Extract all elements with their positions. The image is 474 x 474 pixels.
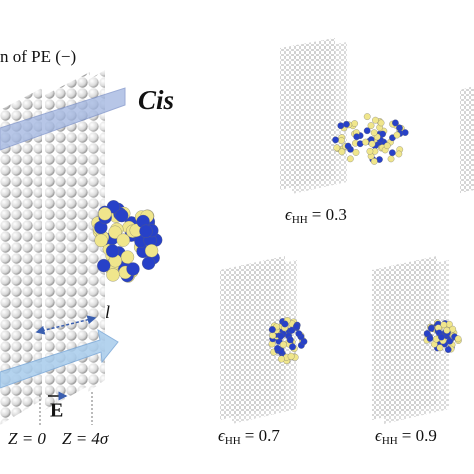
monomer <box>332 136 339 144</box>
monomer <box>116 233 130 247</box>
monomer <box>454 335 462 343</box>
monomer <box>268 326 276 334</box>
monomer <box>338 148 346 156</box>
monomer <box>449 325 457 333</box>
panel-label: ϵHH = 0.3 <box>285 205 347 226</box>
monomer <box>274 345 281 352</box>
monomer <box>372 116 379 124</box>
monomer <box>289 343 296 351</box>
monomer <box>333 144 341 152</box>
z-label: Z = 0 <box>8 429 46 448</box>
subscript: HH <box>292 214 308 226</box>
monomer <box>440 321 448 329</box>
monomer <box>436 344 444 352</box>
value: = 0.9 <box>402 426 437 445</box>
monomer <box>343 120 350 128</box>
monomer <box>120 250 135 264</box>
monomer <box>351 120 358 127</box>
monomer <box>393 131 401 139</box>
monomer <box>281 320 289 328</box>
monomer <box>366 147 374 155</box>
field-arrow <box>0 328 119 389</box>
monomer <box>279 341 287 349</box>
membrane <box>232 260 297 424</box>
value: = 0.7 <box>245 426 281 445</box>
monomer <box>370 158 378 165</box>
monomer <box>383 142 391 150</box>
monomer <box>105 244 120 258</box>
monomer <box>395 150 403 158</box>
monomer <box>387 155 395 163</box>
monomer <box>401 129 409 136</box>
monomer <box>370 129 378 137</box>
length-label: l <box>105 302 110 322</box>
monomer <box>368 140 376 148</box>
z-label: Z = 4σ <box>62 429 109 448</box>
monomer <box>363 127 371 135</box>
monomer <box>438 333 445 341</box>
monomer <box>94 233 108 248</box>
monomer <box>362 138 369 146</box>
monomer <box>338 137 345 144</box>
monomer <box>277 355 285 363</box>
cis-label: Cis <box>138 85 174 115</box>
monomer <box>126 262 140 276</box>
panel-label: ϵHH = 0.9 <box>375 426 437 447</box>
membrane <box>384 260 449 424</box>
monomer <box>97 258 111 273</box>
monomer <box>428 325 435 332</box>
monomer <box>115 208 129 223</box>
polymer-direction-bar <box>0 87 126 151</box>
monomer <box>344 142 352 150</box>
monomer <box>352 149 360 156</box>
monomer <box>337 122 345 130</box>
monomer <box>288 326 296 334</box>
symbol: ϵ <box>375 426 383 445</box>
monomer <box>444 346 452 353</box>
subscript: HH <box>382 435 398 447</box>
polymer-cluster <box>91 200 163 283</box>
value: = 0.3 <box>312 205 347 224</box>
monomer <box>295 330 303 338</box>
partial-title: n of PE (−) <box>0 47 76 66</box>
monomer <box>353 133 361 141</box>
panel-label: ϵHH = 0.7 <box>218 426 280 447</box>
membrane <box>460 86 474 193</box>
symbol: ϵ <box>285 205 293 224</box>
monomer <box>363 113 371 120</box>
symbol: ϵ <box>218 426 226 445</box>
membrane <box>292 42 347 194</box>
monomer <box>367 122 375 129</box>
monomer <box>346 155 354 163</box>
monomer <box>287 352 295 360</box>
monomer <box>379 130 387 138</box>
monomer <box>388 149 396 157</box>
monomer <box>108 225 122 239</box>
subscript: HH <box>225 435 241 447</box>
monomer <box>277 332 285 340</box>
monomer <box>98 207 112 221</box>
monomer <box>144 244 159 258</box>
monomer <box>443 327 451 334</box>
panel-membranes <box>220 38 474 424</box>
monomer <box>106 268 120 282</box>
monomer <box>377 119 385 127</box>
field-label: E <box>50 400 63 422</box>
monomer <box>396 124 403 132</box>
monomer <box>286 336 294 344</box>
monomer <box>392 119 399 127</box>
monomer <box>423 330 431 337</box>
monomer <box>141 256 156 270</box>
monomer <box>139 224 153 238</box>
monomer <box>446 337 454 345</box>
membrane <box>0 88 42 425</box>
polymer-clusters <box>268 113 462 365</box>
monomer <box>292 323 300 330</box>
